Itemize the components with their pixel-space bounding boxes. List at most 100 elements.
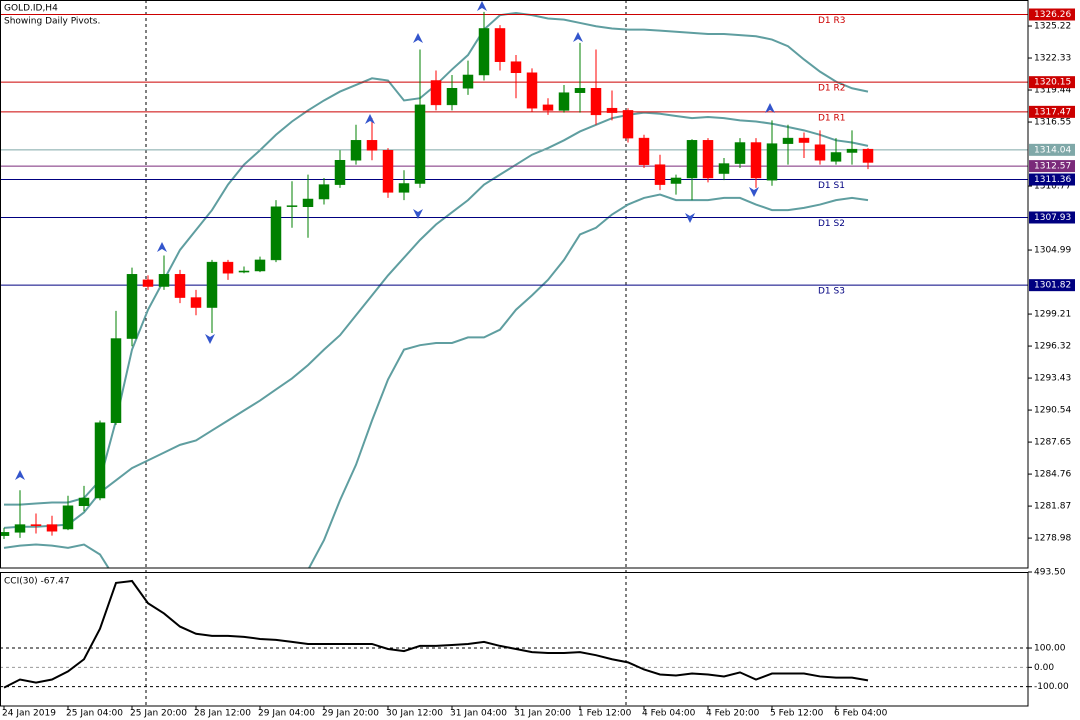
pivot-value: 1317.47	[1034, 107, 1071, 117]
x-tick-label: 5 Feb 12:00	[770, 709, 824, 719]
price-value: 1312.57	[1034, 162, 1071, 172]
x-tick-label: 25 Jan 04:00	[66, 709, 123, 719]
y-tick-label: 1290.54	[1034, 406, 1071, 416]
pivot-value-box	[1029, 211, 1075, 224]
candle-body	[830, 152, 842, 162]
fractal-up	[765, 103, 775, 113]
candle-body	[430, 80, 442, 106]
candle-body	[14, 524, 26, 533]
y-tick-label: 1325.22	[1034, 22, 1071, 32]
candle-body	[622, 110, 634, 139]
fractal-up	[477, 1, 487, 11]
fractal-down	[749, 187, 759, 197]
cci-plot	[0, 572, 1028, 689]
x-tick-label: 4 Feb 20:00	[706, 709, 760, 719]
candle-body	[654, 164, 666, 185]
indicator-title: CCI(30) -67.47	[4, 577, 70, 587]
y-tick-label: 1278.98	[1034, 534, 1071, 544]
pivot-value: 1301.82	[1034, 281, 1071, 291]
pivot-value-box	[1029, 76, 1075, 89]
pivot-name: D1 R1	[818, 113, 846, 123]
candle-body	[174, 274, 186, 298]
candle-body	[750, 142, 762, 179]
fractal-down	[413, 209, 423, 219]
fractal-up	[157, 242, 167, 252]
y-tick-label: 1293.43	[1034, 374, 1071, 384]
candle-body	[558, 92, 570, 111]
cci-frame	[0, 572, 1029, 707]
band-line	[3, 111, 869, 529]
candle-body	[686, 140, 698, 179]
pivot-value: 1307.93	[1034, 213, 1071, 223]
band-line	[3, 193, 869, 568]
y-tick-label: -100.00	[1034, 682, 1069, 692]
candle-body	[446, 88, 458, 106]
y-tick-label: 1287.65	[1034, 438, 1071, 448]
candle-body	[142, 279, 154, 287]
candle-body	[238, 270, 250, 273]
y-tick-label: 100.00	[1034, 644, 1066, 654]
y-tick-label: 1316.55	[1034, 118, 1071, 128]
pivot-name: D1 S1	[818, 181, 845, 191]
candle-body	[510, 61, 522, 74]
pivot-value-box	[1029, 279, 1075, 292]
candle-body	[30, 524, 42, 526]
candle-body	[350, 140, 362, 161]
y-tick-label: 1310.77	[1034, 182, 1071, 192]
x-tick-label: 4 Feb 04:00	[642, 709, 696, 719]
fractal-down	[205, 334, 215, 344]
main-plot	[0, 11, 1028, 568]
candle-body	[638, 137, 650, 165]
fractals	[15, 1, 775, 480]
pivot-value: 1320.15	[1034, 78, 1071, 88]
candle-body	[0, 532, 10, 536]
y-tick-label: 1299.21	[1034, 310, 1071, 320]
pivot-name: D1 R3	[818, 16, 846, 26]
candle-body	[670, 177, 682, 184]
candle-body	[366, 140, 378, 151]
candle-body	[206, 261, 218, 308]
y-tick-label: 1284.76	[1034, 470, 1071, 480]
candle-body	[814, 144, 826, 161]
x-tick-label: 31 Jan 20:00	[514, 709, 571, 719]
pivot-name: D1 R2	[818, 84, 846, 94]
candle-body	[78, 497, 90, 507]
pivot-value-box	[1029, 105, 1075, 118]
candle-body	[542, 104, 554, 111]
candle-body	[190, 297, 202, 308]
price-value: 1314.04	[1034, 145, 1071, 155]
price-value-box	[1029, 143, 1075, 156]
candle-body	[702, 140, 714, 179]
x-tick-label: 29 Jan 04:00	[258, 709, 315, 719]
x-tick-label: 30 Jan 12:00	[386, 709, 443, 719]
fractal-up	[413, 33, 423, 43]
candle-body	[398, 183, 410, 193]
pivot-name: D1 S2	[818, 219, 845, 229]
y-tick-label: 1281.87	[1034, 502, 1071, 512]
candle-body	[798, 137, 810, 143]
x-tick-label: 1 Feb 12:00	[578, 709, 632, 719]
fractal-up	[573, 32, 583, 42]
y-tick-label: 0.00	[1034, 663, 1054, 673]
candle-body	[302, 198, 314, 208]
candle-body	[574, 88, 586, 93]
fractal-up	[15, 470, 25, 480]
candle-body	[414, 104, 426, 184]
candle-body	[494, 28, 506, 62]
y-tick-label: 1304.99	[1034, 246, 1071, 256]
x-tick-label: 6 Feb 04:00	[834, 709, 888, 719]
pivot-value-box	[1029, 8, 1075, 21]
candle-body	[94, 422, 106, 499]
candle-body	[318, 184, 330, 200]
candle-body	[334, 159, 346, 185]
candle-body	[526, 72, 538, 109]
chart-subtitle: Showing Daily Pivots.	[4, 17, 100, 27]
pivot-value-box	[1029, 173, 1075, 186]
main-frame	[0, 0, 1029, 569]
candle-body	[158, 274, 170, 287]
y-tick-label: 1296.32	[1034, 342, 1071, 352]
candle-body	[62, 505, 74, 530]
plot-layer	[0, 11, 1028, 689]
candle-body	[270, 206, 282, 261]
candle-body	[606, 107, 618, 113]
